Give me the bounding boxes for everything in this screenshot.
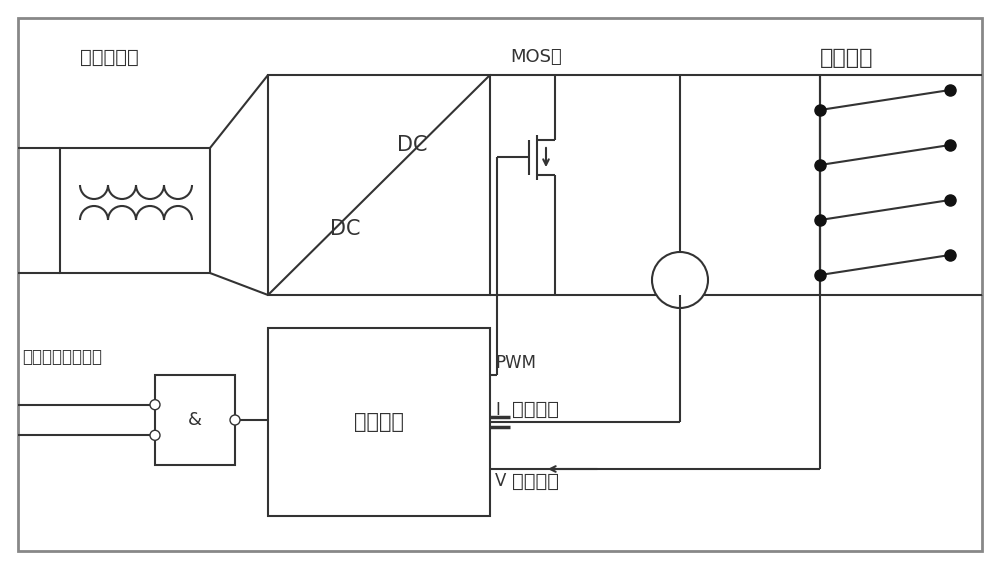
Text: 共模拼流圈: 共模拼流圈 <box>80 48 139 67</box>
Bar <box>268 75 490 295</box>
Circle shape <box>150 399 160 410</box>
Text: &: & <box>188 411 202 429</box>
Bar <box>60 148 210 273</box>
Bar <box>155 375 235 465</box>
Text: 微处理器: 微处理器 <box>354 412 404 432</box>
Text: DC: DC <box>330 219 361 239</box>
Text: 电热元件: 电热元件 <box>820 48 874 68</box>
Bar <box>268 328 490 516</box>
Text: 集电极开路与非门: 集电极开路与非门 <box>22 348 102 366</box>
Text: 电流采集: 电流采集 <box>512 400 559 419</box>
Circle shape <box>150 430 160 440</box>
Text: DC: DC <box>397 135 428 155</box>
Text: V: V <box>495 472 506 490</box>
Circle shape <box>230 415 240 425</box>
Text: MOS管: MOS管 <box>510 48 562 66</box>
Circle shape <box>652 252 708 308</box>
Text: 电压采集: 电压采集 <box>512 472 559 491</box>
Text: PWM: PWM <box>495 354 536 372</box>
Text: I: I <box>495 401 500 419</box>
